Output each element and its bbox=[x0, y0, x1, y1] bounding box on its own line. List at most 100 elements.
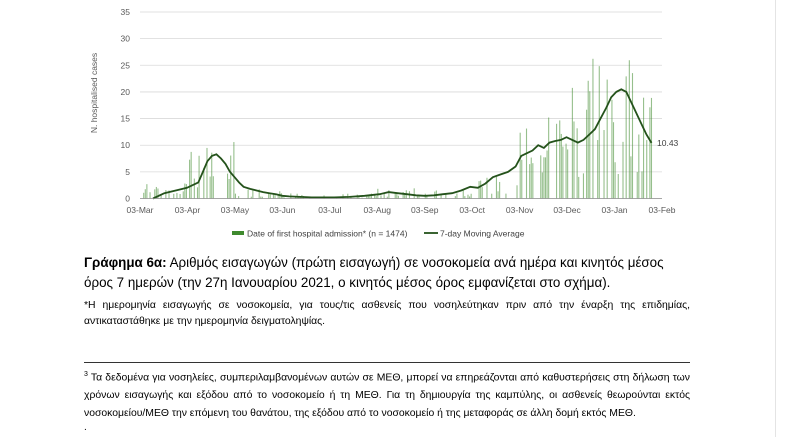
daily-bar bbox=[173, 193, 175, 199]
daily-bar bbox=[203, 167, 205, 199]
daily-bar bbox=[179, 194, 181, 199]
daily-bar bbox=[469, 196, 471, 199]
daily-bar bbox=[544, 157, 547, 199]
footnote-divider bbox=[84, 362, 690, 363]
daily-bar bbox=[193, 178, 195, 199]
x-tick-label: 03-Sep bbox=[411, 205, 439, 215]
daily-bar bbox=[426, 195, 428, 199]
daily-bar bbox=[358, 196, 360, 199]
y-tick-label: 15 bbox=[121, 114, 131, 124]
daily-bar bbox=[470, 193, 472, 199]
daily-bar bbox=[182, 191, 184, 199]
daily-bar bbox=[559, 120, 561, 199]
x-tick-label: 03-Mar bbox=[127, 205, 154, 215]
daily-bar bbox=[198, 155, 200, 199]
daily-bar bbox=[582, 173, 585, 199]
daily-bar bbox=[491, 193, 493, 199]
daily-bar bbox=[277, 195, 279, 199]
daily-bar bbox=[530, 157, 532, 199]
daily-bar bbox=[160, 195, 162, 199]
daily-bar bbox=[516, 185, 518, 199]
daily-bar bbox=[209, 176, 211, 199]
daily-bar bbox=[631, 73, 634, 199]
y-tick-label: 20 bbox=[121, 87, 131, 97]
x-tick-label: 03-Apr bbox=[175, 205, 201, 215]
daily-bar bbox=[576, 128, 578, 199]
daily-bar bbox=[228, 178, 230, 199]
daily-admission-bars bbox=[143, 58, 653, 199]
daily-bar bbox=[260, 196, 262, 199]
y-tick-labels: 0 5 10 15 20 25 30 35 bbox=[121, 7, 131, 204]
daily-bar bbox=[143, 192, 145, 199]
daily-bar bbox=[370, 193, 373, 199]
x-tick-label: 03-Nov bbox=[506, 205, 534, 215]
daily-bar bbox=[478, 181, 480, 199]
daily-bar bbox=[532, 163, 534, 199]
daily-bar bbox=[598, 66, 600, 199]
daily-bar bbox=[497, 191, 499, 199]
daily-bar bbox=[388, 190, 390, 199]
daily-bar bbox=[184, 183, 186, 199]
daily-bar bbox=[361, 197, 363, 199]
daily-bar bbox=[190, 151, 192, 199]
daily-bar bbox=[649, 107, 651, 199]
daily-bar bbox=[234, 193, 237, 199]
daily-bar bbox=[230, 155, 232, 199]
daily-bar bbox=[499, 181, 501, 199]
daily-bar bbox=[641, 171, 643, 199]
daily-bar bbox=[440, 193, 442, 199]
daily-bar bbox=[646, 140, 648, 199]
daily-bar bbox=[650, 97, 653, 199]
daily-bar bbox=[546, 150, 548, 199]
daily-bar bbox=[416, 196, 418, 199]
daily-bar bbox=[556, 123, 558, 199]
daily-bar bbox=[562, 146, 564, 199]
daily-bar bbox=[612, 122, 615, 199]
legend: Date of first hospital admission* (n = 1… bbox=[232, 229, 525, 239]
daily-bar bbox=[165, 190, 167, 199]
daily-bar bbox=[397, 195, 399, 199]
daily-bar bbox=[367, 194, 369, 199]
daily-bar bbox=[519, 132, 521, 199]
daily-bar bbox=[402, 192, 404, 199]
daily-bar bbox=[525, 128, 528, 199]
daily-bar bbox=[454, 196, 456, 199]
daily-bar bbox=[283, 197, 286, 199]
daily-bar bbox=[149, 192, 151, 199]
daily-bar bbox=[467, 194, 469, 199]
daily-bar bbox=[394, 193, 396, 199]
daily-bar bbox=[146, 184, 148, 199]
daily-bar bbox=[614, 162, 616, 199]
daily-bar bbox=[462, 189, 464, 199]
daily-bar bbox=[586, 109, 588, 199]
daily-bar bbox=[611, 99, 613, 199]
x-tick-label: 03-Feb bbox=[649, 205, 676, 215]
daily-bar bbox=[168, 190, 170, 199]
legend-bars-swatch bbox=[232, 231, 244, 235]
y-tick-label: 30 bbox=[121, 34, 131, 44]
daily-bar bbox=[505, 193, 507, 199]
caption-title: Γράφημα 6α: bbox=[84, 255, 167, 270]
daily-bar bbox=[638, 134, 640, 199]
daily-bar bbox=[589, 91, 591, 199]
daily-bar bbox=[269, 194, 271, 199]
daily-bar bbox=[578, 176, 580, 199]
x-tick-label: 03-Jun bbox=[269, 205, 295, 215]
daily-bar bbox=[252, 190, 254, 199]
x-tick-label: 03-Jan bbox=[602, 205, 628, 215]
daily-bar bbox=[272, 193, 274, 199]
daily-bar bbox=[541, 172, 543, 199]
daily-bar bbox=[565, 143, 567, 199]
daily-bar bbox=[374, 193, 376, 199]
y-tick-label: 25 bbox=[121, 60, 131, 70]
legend-line-label: 7-day Moving Average bbox=[440, 229, 525, 239]
daily-bar bbox=[196, 187, 199, 199]
caption-text: Αριθμός εισαγωγών (πρώτη εισαγωγή) σε νο… bbox=[84, 255, 664, 290]
daily-bar bbox=[154, 189, 156, 199]
daily-bar bbox=[628, 60, 630, 199]
trailing-mark: . bbox=[84, 422, 87, 433]
daily-bar bbox=[233, 142, 235, 199]
page-edge bbox=[775, 0, 776, 437]
daily-bar bbox=[380, 195, 382, 199]
daily-bar bbox=[413, 188, 415, 199]
